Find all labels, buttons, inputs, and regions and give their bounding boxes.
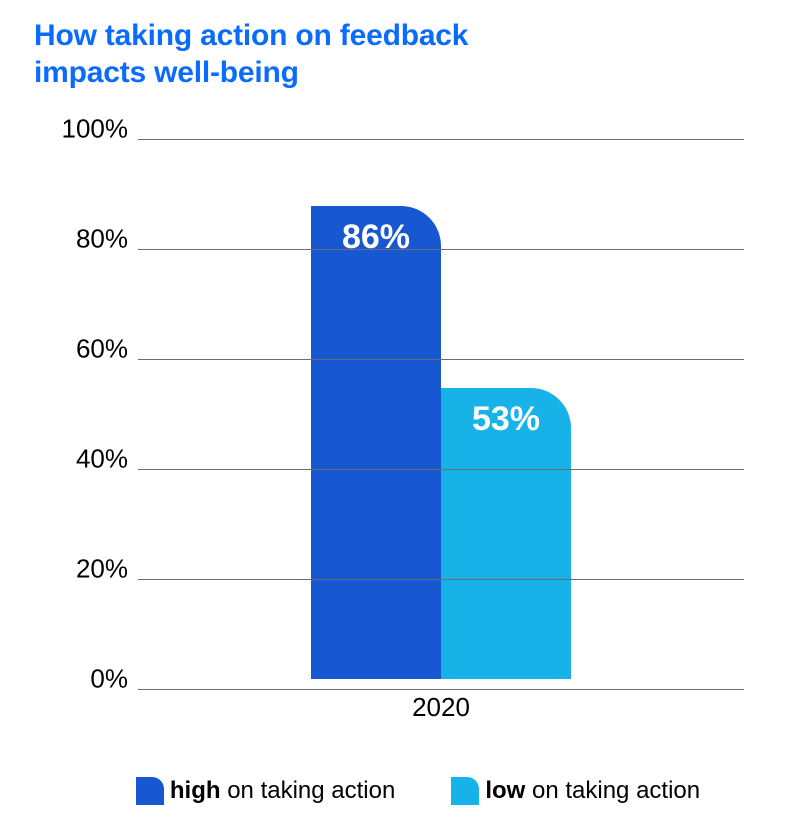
y-axis-tick-label: 60% <box>38 334 128 365</box>
bar-high: 86% <box>311 206 441 679</box>
bar-value-label: 53% <box>472 400 540 439</box>
y-axis-tick-label: 100% <box>38 114 128 145</box>
bar-chart: 86%53% 2020 0%20%40%60%80%100% <box>38 119 758 689</box>
legend: high on taking action low on taking actio… <box>34 777 794 805</box>
y-axis-tick-label: 80% <box>38 224 128 255</box>
legend-swatch-icon <box>451 777 479 805</box>
legend-label: low on taking action <box>485 777 700 805</box>
y-axis-tick-label: 0% <box>38 664 128 695</box>
y-axis-tick-label: 40% <box>38 444 128 475</box>
grid-line <box>138 249 744 250</box>
plot-area: 86% 53% <box>138 129 744 679</box>
y-axis-tick-label: 20% <box>38 554 128 585</box>
bar-value-label: 86% <box>342 218 410 257</box>
legend-swatch-icon <box>136 777 164 805</box>
bars-container: 86% 53% <box>138 129 744 679</box>
grid-line <box>138 689 744 690</box>
legend-label: high on taking action <box>170 777 395 805</box>
bar-low: 53% <box>441 388 571 680</box>
x-axis-label: 2020 <box>138 692 744 723</box>
legend-item: low on taking action <box>451 777 700 805</box>
grid-line <box>138 579 744 580</box>
chart-title: How taking action on feedback impacts we… <box>34 18 554 91</box>
grid-line <box>138 359 744 360</box>
grid-line <box>138 139 744 140</box>
legend-item: high on taking action <box>136 777 395 805</box>
grid-line <box>138 469 744 470</box>
